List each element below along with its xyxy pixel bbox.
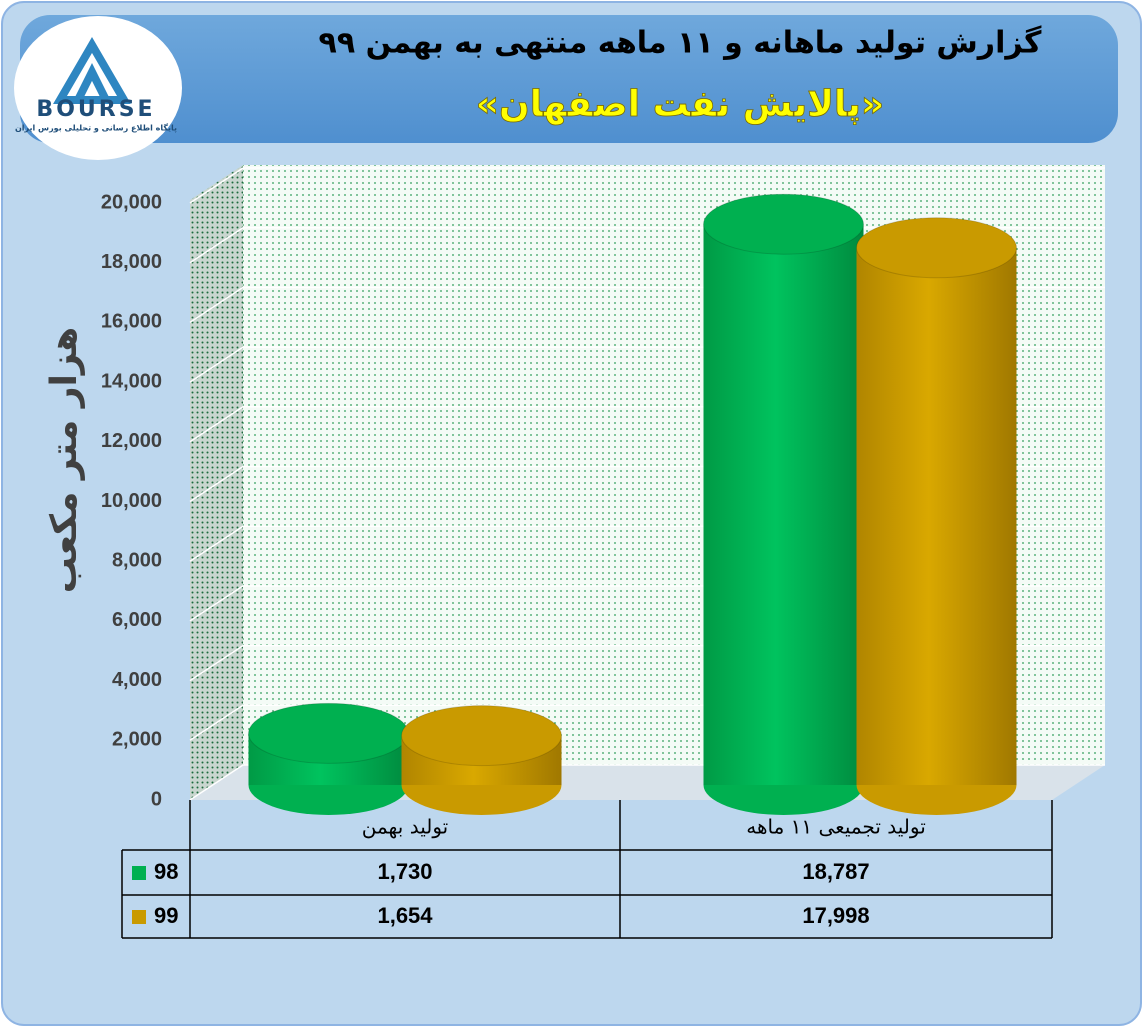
y-tick-label: 20,000 xyxy=(101,191,162,213)
logo-icon xyxy=(53,37,131,104)
bar-top xyxy=(856,217,1017,279)
grid-line xyxy=(189,167,1105,204)
y-tick-label: 18,000 xyxy=(101,251,162,273)
y-tick-label: 14,000 xyxy=(101,370,162,392)
bar xyxy=(703,224,864,785)
y-tick-label: 12,000 xyxy=(101,430,162,452)
bar-top xyxy=(703,193,864,255)
bar-top xyxy=(248,702,409,764)
bars xyxy=(248,193,1017,815)
y-axis-label: هزار متر مکعب xyxy=(44,327,85,594)
y-tick-label: 0 xyxy=(151,788,162,810)
bar-top xyxy=(401,705,562,767)
legend-swatch xyxy=(132,866,146,880)
legend-label: 99 xyxy=(154,903,178,928)
legend-swatch xyxy=(132,910,146,924)
y-tick-label: 16,000 xyxy=(101,311,162,333)
y-tick-label: 2,000 xyxy=(112,729,162,751)
table-value: 17,998 xyxy=(802,903,869,928)
logo-caption: پایگاه اطلاع رسانی و تحلیلی بورس ایران xyxy=(15,123,177,134)
table-value: 1,730 xyxy=(377,859,432,884)
y-ticks: 0 2,000 4,000 6,000 8,000 10,000 12,000 14,000 1… xyxy=(101,191,162,810)
header xyxy=(20,15,1118,143)
bar xyxy=(856,247,1017,785)
y-tick-label: 6,000 xyxy=(112,609,162,631)
y-tick-label: 4,000 xyxy=(112,669,162,691)
logo-text: BOURSE xyxy=(36,97,155,122)
x-tick-label: تولید بهمن xyxy=(362,815,448,839)
data-table xyxy=(121,800,1053,939)
x-tick-label: تولید تجمیعی ۱۱ ماهه xyxy=(746,815,926,839)
chart-subtitle: «پالایش نفت اصفهان» xyxy=(476,84,884,125)
table-cells: تولید بهمن 1,730 1,654 تولید تجمیعی ۱۱ ماهه… xyxy=(132,815,926,928)
y-tick-label: 8,000 xyxy=(112,549,162,571)
y-tick-label: 10,000 xyxy=(101,490,162,512)
table-value: 18,787 xyxy=(802,859,869,884)
side-wall xyxy=(190,165,243,800)
legend-label: 98 xyxy=(154,859,178,884)
chart-title: گزارش تولید ماهانه و ۱۱ ماهه منتهی به به… xyxy=(319,25,1042,61)
table-value: 1,654 xyxy=(377,903,433,928)
